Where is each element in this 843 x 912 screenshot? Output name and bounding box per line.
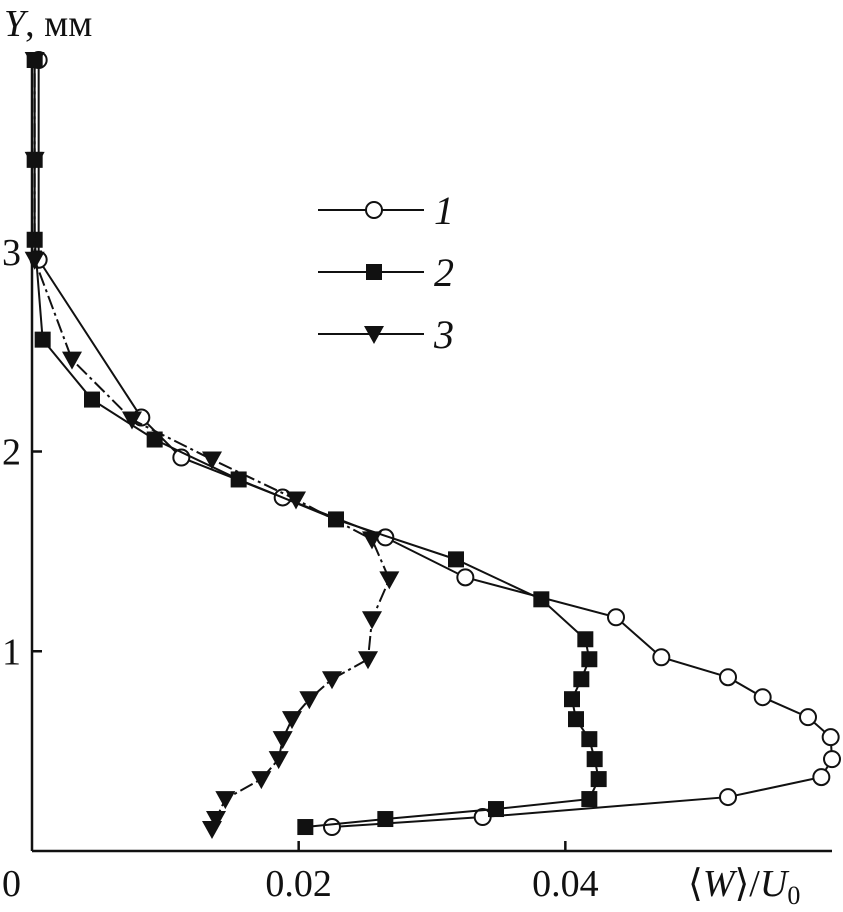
x-tick-label-1: 0.02	[265, 863, 332, 905]
series-2-point-1	[377, 811, 394, 828]
series-1-point-8	[719, 668, 737, 687]
series-1-point-11	[456, 568, 475, 587]
series-3-point-9	[358, 651, 378, 670]
series-3-point-15	[122, 411, 142, 430]
series-2-point-12	[533, 591, 550, 608]
x-axis-label: ⟨W⟩/U0	[688, 863, 800, 910]
series-3	[24, 51, 400, 840]
y-axis-label-unit: , мм	[25, 3, 92, 45]
series-3-point-2	[215, 791, 236, 810]
y-tick-label-0: 1	[2, 631, 21, 673]
series-2-point-4	[590, 771, 607, 788]
y-tick-label-1: 2	[2, 432, 21, 474]
series-3-point-18	[24, 151, 45, 170]
series-3-point-8	[322, 671, 342, 690]
series-1-point-3	[812, 768, 831, 787]
series-3-point-13	[286, 491, 306, 510]
series-3-point-5	[272, 731, 293, 750]
series-2-point-10	[581, 651, 598, 668]
series-3-point-14	[202, 451, 222, 470]
series-2-point-3	[581, 791, 598, 808]
series-2-point-9	[573, 671, 590, 688]
legend-marker-1	[365, 201, 383, 219]
series-1-point-10	[607, 608, 625, 627]
x-axis-label-subscript: 0	[787, 881, 800, 910]
legend-entry-3: 3	[318, 312, 454, 357]
axes	[30, 52, 832, 853]
x-axis-label-u: U	[760, 863, 790, 905]
legend-marker-3	[364, 326, 384, 344]
series-2	[26, 51, 607, 836]
series-2-point-13	[448, 551, 464, 568]
series-3-line	[33, 59, 391, 830]
series-1-point-2	[719, 788, 737, 807]
series-3-point-10	[362, 611, 382, 630]
series-layer	[24, 50, 841, 840]
series-3-point-11	[379, 571, 400, 590]
y-axis-label: Y, мм	[4, 3, 92, 45]
y-tick-label-2: 3	[2, 232, 21, 274]
series-1-point-6	[799, 708, 817, 727]
series-2-point-16	[146, 431, 163, 448]
series-3-point-12	[362, 531, 382, 550]
legend-entry-2: 2	[318, 250, 454, 295]
series-3-point-17	[24, 251, 45, 270]
legend-marker-2	[366, 264, 382, 280]
series-2-point-17	[84, 391, 100, 408]
x-tick-label-0: 0	[2, 863, 21, 905]
series-2-line	[33, 59, 600, 829]
series-2-point-11	[577, 631, 594, 648]
series-2-point-0	[297, 819, 314, 836]
series-3-point-3	[251, 771, 272, 790]
series-2-point-6	[581, 731, 598, 748]
legend-label-2: 2	[434, 250, 454, 295]
legend-label-1: 1	[434, 188, 454, 233]
series-1-point-0	[323, 818, 341, 837]
series-1-point-5	[821, 728, 840, 747]
series-3-point-16	[62, 351, 82, 370]
x-axis-label-close: ⟩/	[734, 863, 760, 905]
series-1-point-7	[753, 688, 772, 707]
x-axis-label-w: W	[703, 863, 738, 905]
legend-entry-1: 1	[318, 188, 454, 233]
series-3-point-7	[299, 691, 320, 710]
series-3-point-0	[202, 821, 222, 840]
series-2-point-15	[230, 471, 247, 488]
series-1-point-9	[652, 648, 671, 667]
x-axis-label-open: ⟨	[688, 863, 703, 905]
y-axis-label-symbol: Y	[4, 3, 29, 45]
series-3-point-6	[282, 711, 302, 730]
series-1-line	[37, 59, 834, 829]
legend-label-3: 3	[433, 312, 454, 357]
series-2-point-8	[564, 691, 580, 708]
series-3-point-4	[268, 751, 289, 770]
legend: 1 2 3	[318, 188, 454, 357]
series-2-point-18	[34, 331, 51, 348]
series-2-point-7	[568, 711, 584, 728]
series-3-point-19	[24, 51, 45, 70]
series-2-point-2	[488, 801, 504, 818]
series-1-point-4	[823, 750, 841, 769]
series-3-point-1	[206, 811, 226, 830]
series-2-point-5	[586, 751, 603, 768]
ticks: 0 0.02 0.04 1 2 3	[2, 232, 599, 905]
series-2-point-19	[26, 231, 43, 248]
x-tick-label-2: 0.04	[532, 863, 599, 905]
